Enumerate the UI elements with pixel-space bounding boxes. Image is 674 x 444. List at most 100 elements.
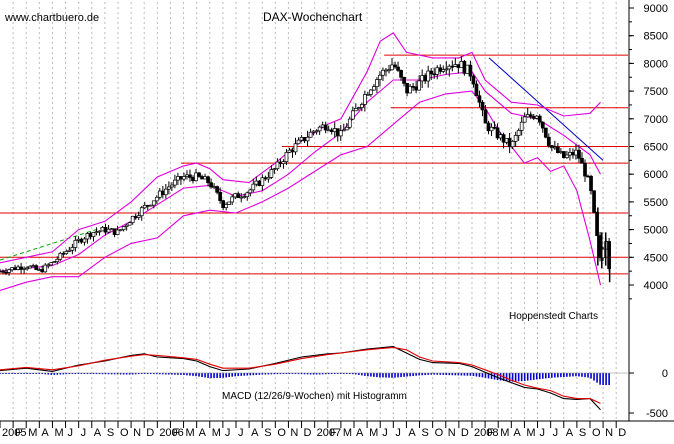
macd-histogram-bar — [391, 373, 393, 378]
price-candle-body — [266, 177, 271, 180]
macd-histogram-bar — [47, 373, 50, 375]
price-candle-body — [1, 270, 5, 273]
macd-histogram-bar — [318, 373, 321, 375]
macd-histogram-bar — [101, 373, 104, 375]
y-tick-label: 7000 — [644, 114, 668, 126]
price-candle-body — [115, 229, 120, 235]
macd-histogram-bar — [195, 373, 197, 377]
macd-histogram-bar — [508, 373, 511, 382]
price-candle-body — [121, 226, 126, 230]
price-candle-body — [299, 137, 304, 141]
price-candle-body — [269, 169, 274, 178]
price-candle-body — [429, 70, 434, 75]
price-candle-body — [230, 196, 235, 203]
macd-histogram-bar — [14, 373, 16, 374]
x-tick-label: A — [199, 427, 207, 439]
macd-histogram-bar — [38, 373, 41, 374]
macd-histogram-bar — [478, 373, 481, 377]
price-candle-body — [212, 186, 216, 188]
macd-histogram-bar — [249, 373, 252, 376]
x-tick-label: 2005 — [2, 427, 26, 439]
price-candle-body — [55, 258, 60, 262]
price-candle-body — [182, 176, 186, 180]
price-candle-body — [218, 191, 222, 202]
macd-histogram-bar — [219, 373, 221, 378]
macd-histogram-bar — [270, 373, 273, 375]
macd-histogram-bar — [496, 373, 499, 381]
price-candle-body — [245, 192, 250, 197]
price-candle-body — [504, 138, 509, 143]
price-candle-body — [194, 172, 198, 182]
x-tick-label: O — [592, 427, 601, 439]
price-candle-body — [492, 126, 497, 129]
macd-histogram-bar — [261, 373, 264, 375]
macd-histogram-bar — [17, 373, 19, 374]
macd-histogram-bar — [122, 373, 125, 375]
macd-histogram-bar — [469, 373, 472, 376]
macd-histogram-bar — [370, 373, 372, 377]
x-tick-label: N — [448, 427, 456, 439]
macd-histogram-bar — [605, 373, 607, 385]
price-candle-body — [471, 75, 476, 85]
macd-histogram-bar — [339, 373, 342, 374]
price-candle-body — [167, 186, 171, 190]
macd-histogram-bar — [436, 373, 439, 375]
macd-histogram-bar — [551, 373, 553, 378]
macd-histogram-bar — [285, 373, 288, 374]
price-candle-body — [498, 134, 503, 139]
price-candle-body — [489, 126, 494, 132]
price-candle-body — [154, 196, 159, 202]
price-candle-body — [118, 229, 123, 231]
x-tick-label: O — [435, 427, 444, 439]
macd-histogram-bar — [394, 373, 396, 378]
macd-histogram-bar — [192, 373, 194, 376]
x-tick-label: D — [618, 427, 626, 439]
price-candle-body — [510, 140, 515, 148]
price-candle-body — [151, 200, 156, 206]
x-tick-label: N — [290, 427, 298, 439]
macd-histogram-bar — [29, 373, 31, 374]
x-tick-label: S — [422, 427, 429, 439]
price-candle-body — [142, 205, 147, 209]
x-tick-label: M — [526, 427, 535, 439]
y-tick-label: 6000 — [644, 169, 668, 181]
x-tick-label: M — [500, 427, 509, 439]
price-candle-body — [417, 80, 421, 91]
price-candle-body — [534, 115, 539, 119]
macd-histogram-bar — [345, 373, 348, 374]
macd-histogram-bar — [466, 373, 469, 376]
macd-histogram-bar — [306, 373, 309, 375]
x-tick-label: D — [146, 427, 154, 439]
price-candle-body — [37, 269, 42, 271]
price-candle-body — [387, 69, 391, 72]
price-candle-body — [34, 265, 39, 270]
macd-histogram-bar — [397, 373, 399, 378]
price-candle-body — [580, 157, 584, 164]
price-candle-body — [399, 69, 403, 78]
macd-histogram-bar — [128, 373, 131, 375]
macd-histogram-bar — [385, 373, 387, 378]
macd-histogram-bar — [451, 373, 454, 376]
x-tick-label: N — [605, 427, 613, 439]
price-candle-body — [574, 149, 578, 156]
price-candle-body — [426, 70, 431, 82]
macd-histogram-bar — [98, 373, 101, 375]
x-tick-label: F — [487, 427, 494, 439]
macd-histogram-bar — [379, 373, 381, 378]
macd-histogram-bar — [32, 373, 34, 374]
price-candle-body — [136, 215, 141, 218]
macd-histogram-bar — [409, 373, 411, 377]
price-candle-body — [281, 161, 286, 164]
price-candle-body — [363, 94, 367, 105]
price-candle-body — [483, 109, 488, 124]
price-candle-body — [341, 129, 346, 132]
price-candle-body — [323, 124, 328, 131]
macd-histogram-bar — [180, 373, 182, 375]
price-candle-body — [197, 172, 201, 177]
macd-histogram-bar — [412, 373, 414, 376]
price-candle-body — [206, 176, 210, 184]
macd-histogram-bar — [74, 373, 77, 374]
macd-histogram-bar — [300, 373, 303, 375]
